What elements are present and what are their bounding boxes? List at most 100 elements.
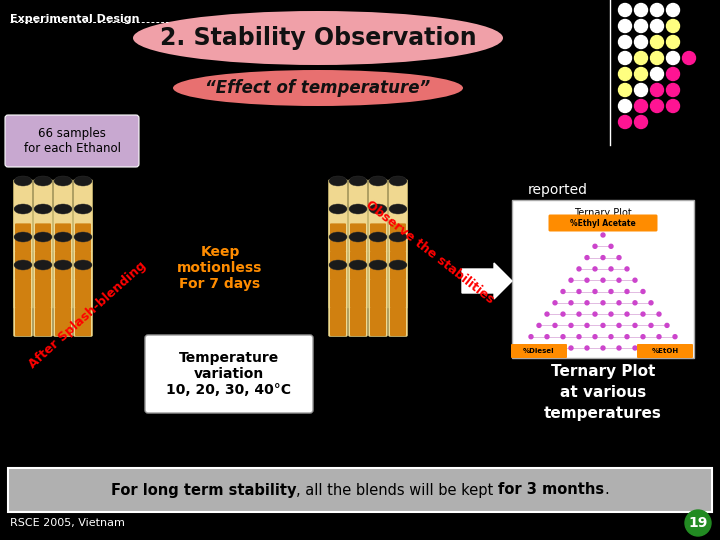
- Circle shape: [665, 346, 669, 350]
- FancyBboxPatch shape: [328, 179, 348, 253]
- Text: for 3 months: for 3 months: [498, 483, 604, 497]
- FancyBboxPatch shape: [330, 279, 346, 308]
- Circle shape: [667, 19, 680, 32]
- Ellipse shape: [74, 260, 92, 270]
- Ellipse shape: [54, 232, 72, 242]
- FancyBboxPatch shape: [348, 207, 367, 280]
- FancyBboxPatch shape: [370, 279, 386, 308]
- Circle shape: [585, 346, 589, 350]
- Text: 66 samples
for each Ethanol: 66 samples for each Ethanol: [24, 127, 120, 155]
- Circle shape: [577, 312, 581, 316]
- Circle shape: [618, 3, 631, 17]
- FancyBboxPatch shape: [350, 307, 366, 336]
- FancyBboxPatch shape: [390, 279, 406, 308]
- Circle shape: [641, 289, 645, 294]
- Circle shape: [667, 36, 680, 49]
- FancyBboxPatch shape: [390, 307, 406, 336]
- Circle shape: [569, 346, 573, 350]
- FancyBboxPatch shape: [75, 224, 91, 252]
- Circle shape: [585, 323, 589, 327]
- Text: 2. Stability Observation: 2. Stability Observation: [160, 26, 477, 50]
- Ellipse shape: [329, 260, 347, 270]
- FancyBboxPatch shape: [390, 224, 406, 252]
- FancyBboxPatch shape: [389, 179, 408, 253]
- Circle shape: [569, 323, 573, 327]
- Ellipse shape: [54, 204, 72, 214]
- Ellipse shape: [54, 176, 72, 186]
- FancyBboxPatch shape: [15, 279, 31, 308]
- Circle shape: [609, 244, 613, 248]
- Circle shape: [641, 312, 645, 316]
- Circle shape: [601, 323, 605, 327]
- Circle shape: [617, 278, 621, 282]
- Ellipse shape: [34, 204, 52, 214]
- Circle shape: [634, 51, 647, 64]
- FancyBboxPatch shape: [389, 235, 408, 308]
- Circle shape: [650, 68, 664, 80]
- Text: reported: reported: [528, 183, 588, 197]
- FancyBboxPatch shape: [8, 468, 712, 512]
- Circle shape: [545, 312, 549, 316]
- Circle shape: [667, 51, 680, 64]
- FancyBboxPatch shape: [34, 235, 53, 308]
- Circle shape: [609, 267, 613, 271]
- Circle shape: [601, 255, 605, 260]
- Circle shape: [561, 335, 565, 339]
- Circle shape: [618, 36, 631, 49]
- Text: %Diesel: %Diesel: [523, 348, 555, 354]
- Circle shape: [618, 51, 631, 64]
- Circle shape: [601, 301, 605, 305]
- FancyBboxPatch shape: [5, 115, 139, 167]
- Ellipse shape: [54, 260, 72, 270]
- Circle shape: [537, 323, 541, 327]
- Ellipse shape: [389, 260, 407, 270]
- FancyBboxPatch shape: [55, 279, 71, 308]
- Ellipse shape: [14, 260, 32, 270]
- Circle shape: [593, 267, 597, 271]
- FancyBboxPatch shape: [53, 264, 73, 336]
- Circle shape: [577, 289, 581, 294]
- FancyBboxPatch shape: [75, 252, 91, 280]
- Circle shape: [634, 99, 647, 112]
- Circle shape: [617, 323, 621, 327]
- Text: Keep
motionless
For 7 days: Keep motionless For 7 days: [177, 245, 263, 291]
- FancyBboxPatch shape: [35, 279, 51, 308]
- Ellipse shape: [369, 260, 387, 270]
- FancyBboxPatch shape: [53, 207, 73, 280]
- Circle shape: [683, 51, 696, 64]
- Circle shape: [601, 233, 605, 237]
- Circle shape: [601, 278, 605, 282]
- Circle shape: [529, 335, 533, 339]
- Circle shape: [625, 312, 629, 316]
- Circle shape: [650, 84, 664, 97]
- Ellipse shape: [74, 232, 92, 242]
- Text: Ternary Plot: Ternary Plot: [574, 208, 632, 218]
- Circle shape: [667, 3, 680, 17]
- Circle shape: [634, 36, 647, 49]
- Text: Observe the stabilities: Observe the stabilities: [364, 198, 497, 306]
- FancyBboxPatch shape: [369, 207, 387, 280]
- FancyBboxPatch shape: [511, 344, 567, 358]
- Ellipse shape: [74, 204, 92, 214]
- Ellipse shape: [369, 232, 387, 242]
- Circle shape: [634, 68, 647, 80]
- Circle shape: [617, 301, 621, 305]
- Ellipse shape: [133, 11, 503, 65]
- Circle shape: [634, 116, 647, 129]
- Ellipse shape: [329, 232, 347, 242]
- Circle shape: [561, 289, 565, 294]
- Circle shape: [650, 51, 664, 64]
- Circle shape: [553, 346, 557, 350]
- Circle shape: [521, 346, 525, 350]
- Circle shape: [634, 19, 647, 32]
- Circle shape: [625, 267, 629, 271]
- FancyArrow shape: [462, 263, 512, 299]
- FancyBboxPatch shape: [369, 179, 387, 253]
- Circle shape: [585, 301, 589, 305]
- Ellipse shape: [349, 176, 367, 186]
- FancyBboxPatch shape: [350, 252, 366, 280]
- Circle shape: [650, 19, 664, 32]
- FancyBboxPatch shape: [53, 179, 73, 253]
- FancyBboxPatch shape: [348, 264, 367, 336]
- Text: Ternary Plot
at various
temperatures: Ternary Plot at various temperatures: [544, 364, 662, 421]
